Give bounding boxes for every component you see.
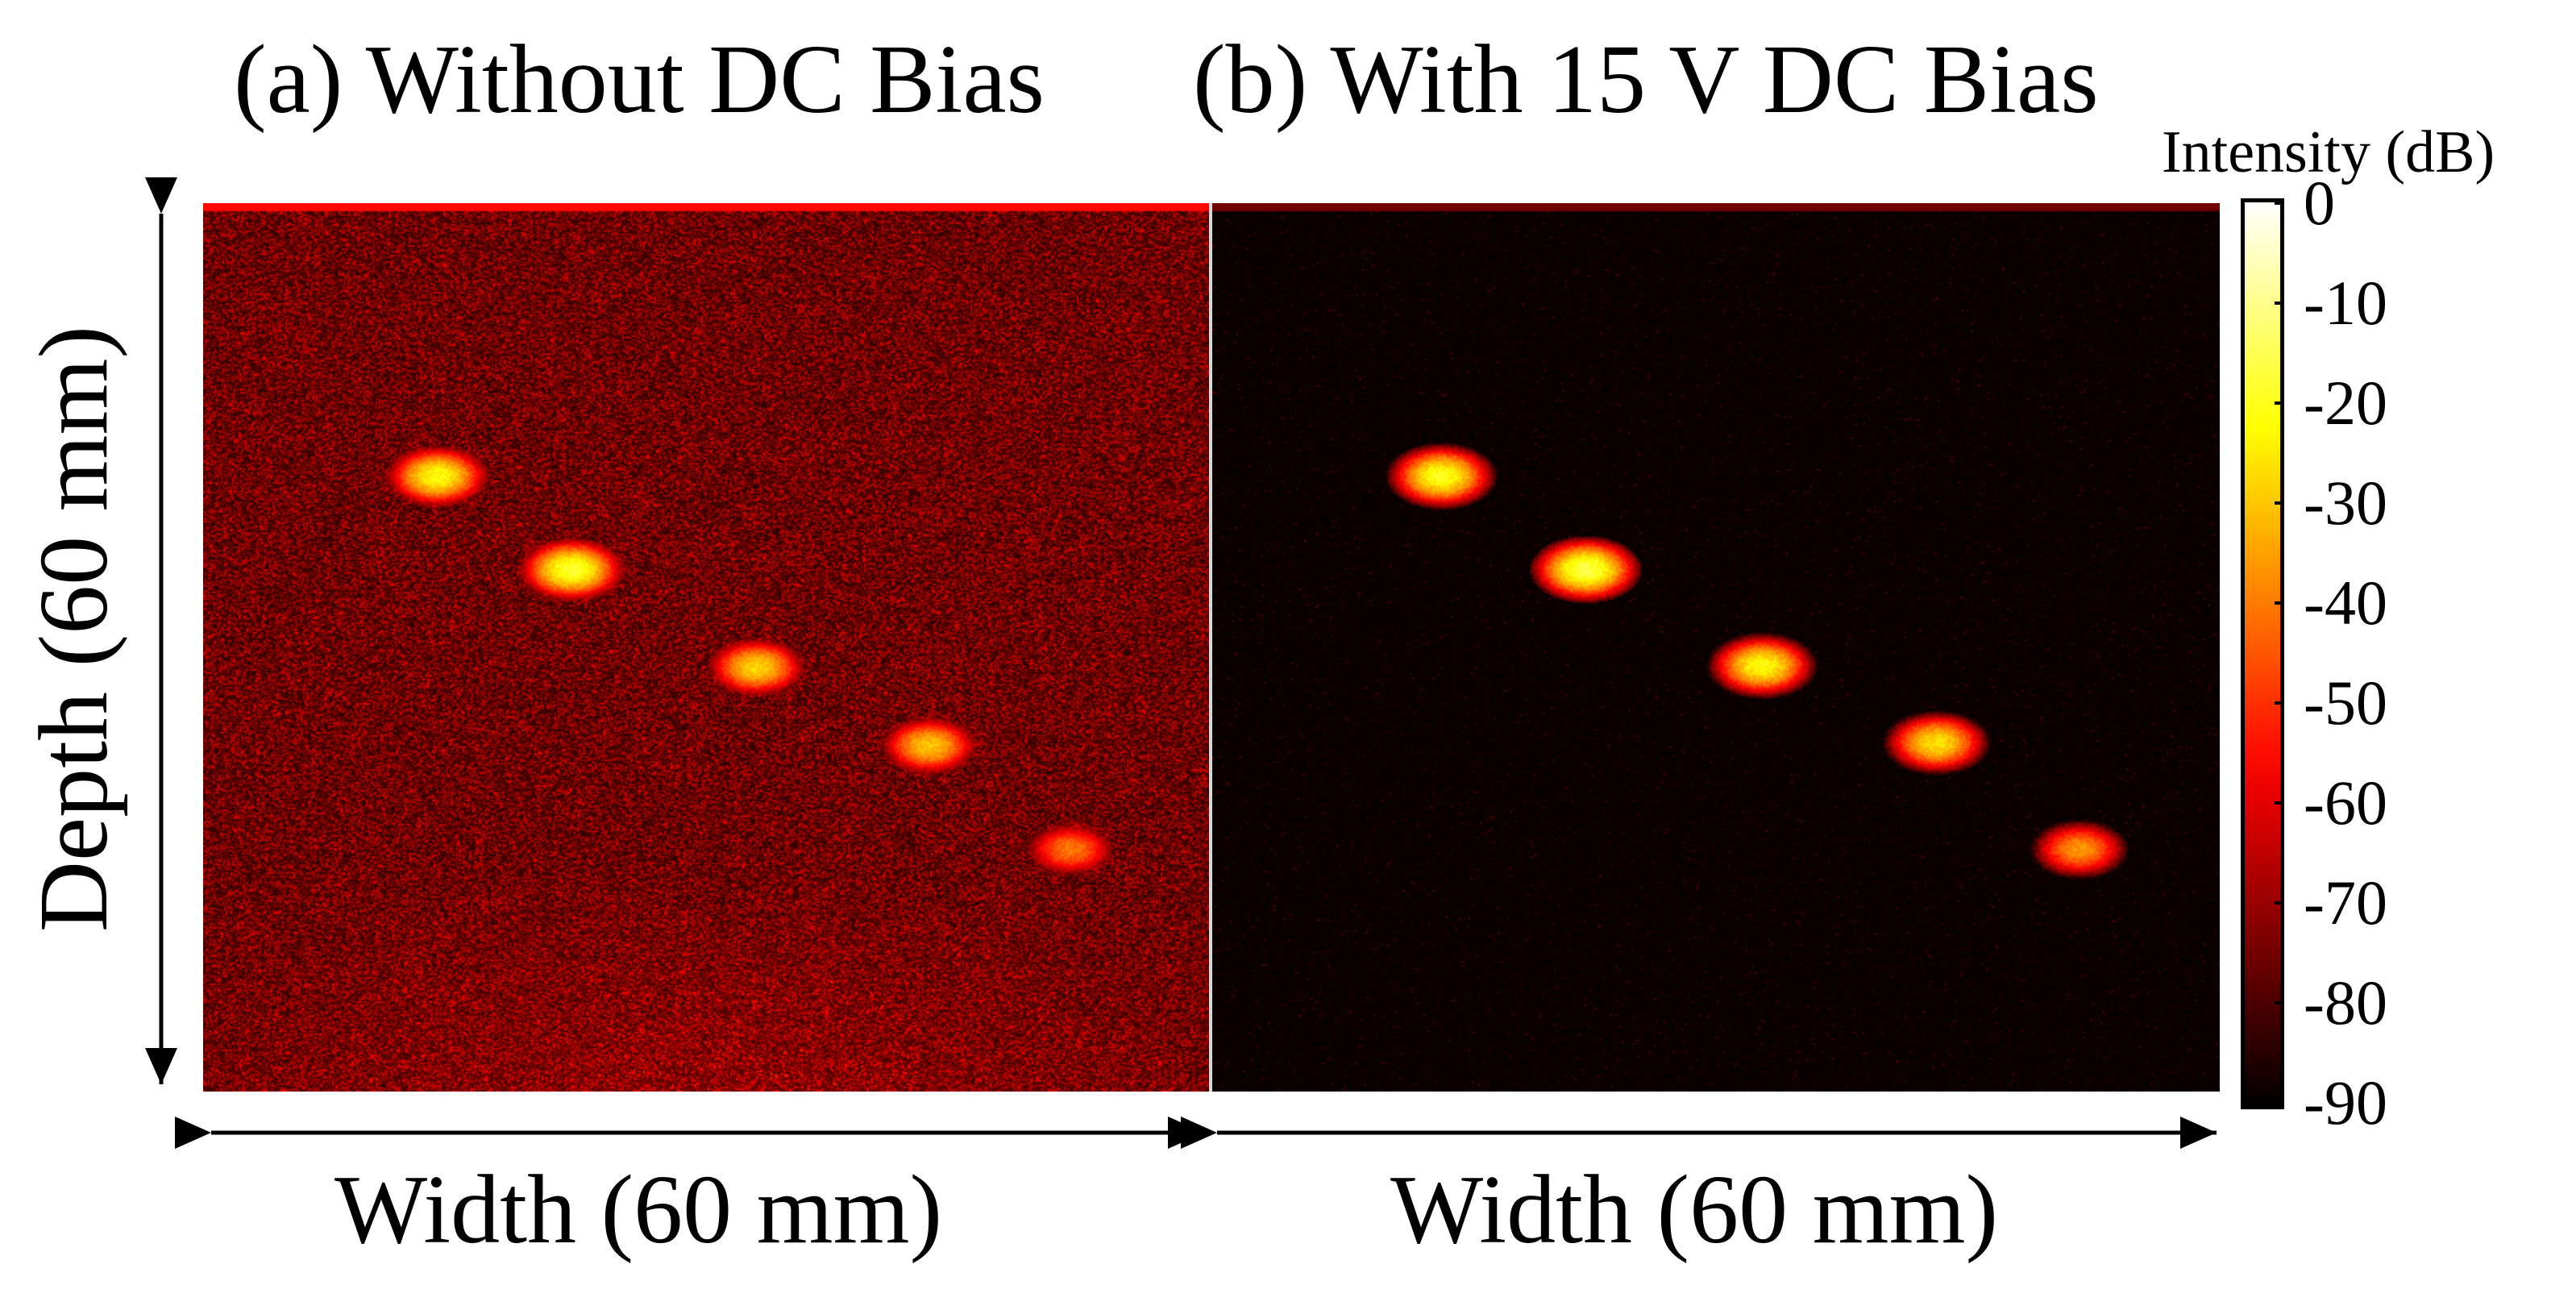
colorbar-tick-label: -80 [2304,967,2387,1038]
colorbar-tick-label: -50 [2304,668,2387,738]
colorbar-tick-mark [2275,1101,2284,1104]
colorbar-tick-label: -40 [2304,568,2387,638]
depth-ylabel: Depth (60 mm) [19,325,128,933]
panel-b-xlabel: Width (60 mm) [1390,1155,1999,1264]
colorbar-tick-mark [2275,801,2284,805]
ultrasound-image-without-bias [203,203,1211,1092]
colorbar-tick-mark [2275,302,2284,305]
colorbar-tick-mark [2275,1001,2284,1004]
colorbar-tick-label: -10 [2304,268,2387,338]
colorbar-tick-mark [2275,501,2284,505]
colorbar-tick-label: -90 [2304,1067,2387,1138]
ultrasound-image-with-bias [1212,203,2220,1092]
colorbar-tick-mark [2275,401,2284,405]
panel-a-title: (a) Without DC Bias [234,25,1045,134]
panel-b-title: (b) With 15 V DC Bias [1193,25,2099,134]
colorbar-tick-mark [2275,901,2284,905]
colorbar-tick-label: -30 [2304,468,2387,538]
colorbar-tick-mark [2275,701,2284,705]
colorbar-title: Intensity (dB) [2162,119,2495,185]
colorbar-tick-mark [2275,601,2284,605]
panel-divider [1209,203,1212,1092]
colorbar-tick-label: 0 [2304,168,2335,238]
colorbar-tick-label: -20 [2304,368,2387,438]
panel-a-xlabel: Width (60 mm) [334,1155,943,1264]
colorbar-tick-label: -60 [2304,767,2387,838]
colorbar-tick-label: -70 [2304,867,2387,938]
colorbar-tick-mark [2275,202,2284,205]
colorbar [2241,198,2284,1109]
